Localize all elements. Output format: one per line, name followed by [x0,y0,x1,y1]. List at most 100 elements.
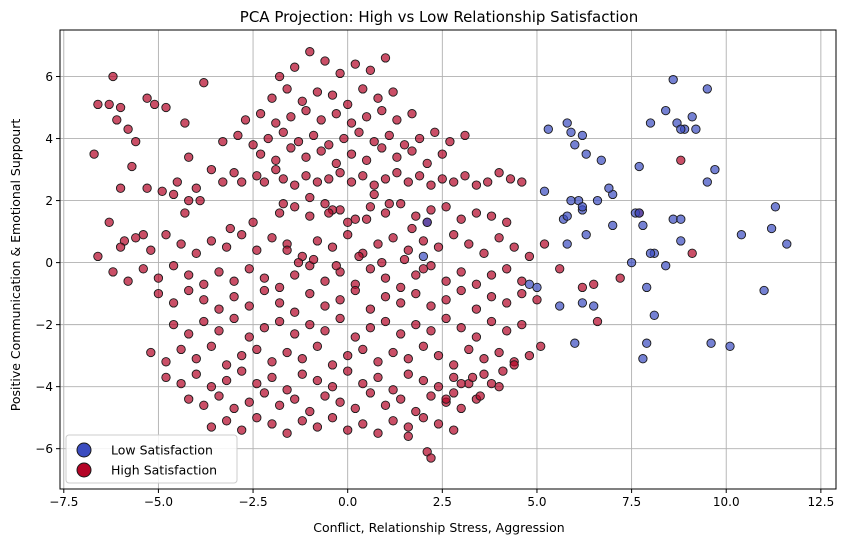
plot-area-frame [59,29,837,490]
data-point-high-satisfaction [365,323,376,333]
data-point-high-satisfaction [396,298,406,308]
data-point-high-satisfaction [365,65,376,75]
data-point-low-satisfaction [736,230,747,240]
data-point-high-satisfaction [445,136,455,147]
data-point-high-satisfaction [411,288,421,299]
data-point-high-satisfaction [456,285,466,296]
data-point-high-satisfaction [301,105,311,116]
data-point-high-satisfaction [206,382,217,392]
data-point-high-satisfaction [259,273,270,283]
data-point-high-satisfaction [229,292,239,302]
data-point-high-satisfaction [259,177,270,187]
data-point-high-satisfaction [437,174,447,184]
data-point-low-satisfaction [577,202,588,212]
data-point-high-satisfaction [331,109,341,119]
data-point-high-satisfaction [380,273,391,283]
data-point-high-satisfaction [157,186,167,196]
data-point-high-satisfaction [138,264,148,274]
data-point-high-satisfaction [320,326,330,336]
data-point-high-satisfaction [225,223,235,234]
data-point-high-satisfaction [426,205,436,215]
data-point-high-satisfaction [441,276,451,286]
data-point-low-satisfaction [770,202,781,212]
data-point-high-satisfaction [324,208,334,218]
data-point-high-satisfaction [418,236,429,246]
data-point-high-satisfaction [358,344,368,355]
data-point-high-satisfaction [350,403,360,414]
data-point-low-satisfaction [539,186,550,196]
data-point-high-satisfaction [138,230,148,240]
data-point-high-satisfaction [361,214,372,224]
data-point-high-satisfaction [449,177,459,187]
data-point-high-satisfaction [320,56,330,66]
data-point-high-satisfaction [479,248,489,258]
data-point-high-satisfaction [365,388,376,398]
data-point-low-satisfaction [687,112,697,122]
data-point-high-satisfaction [131,233,141,243]
data-point-high-satisfaction [437,149,447,159]
x-tick-label: 0.0 [338,495,357,509]
data-point-high-satisfaction [290,270,300,280]
data-point-high-satisfaction [199,78,209,88]
data-point-low-satisfaction [555,301,565,311]
data-point-high-satisfaction [354,251,364,262]
data-point-high-satisfaction [369,189,379,200]
data-point-high-satisfaction [229,403,239,414]
data-point-low-satisfaction [562,239,572,249]
data-point-high-satisfaction [396,199,406,209]
data-point-high-satisfaction [403,354,413,364]
data-point-high-satisfaction [373,357,383,367]
data-point-high-satisfaction [312,87,323,97]
x-tick-label: 10.0 [713,495,740,509]
data-point-high-satisfaction [331,158,341,169]
data-point-high-satisfaction [293,136,304,147]
data-point-high-satisfaction [498,366,508,376]
y-tick-label: 2 [45,194,53,208]
data-point-high-satisfaction [274,282,285,293]
data-point-high-satisfaction [308,254,319,265]
data-point-high-satisfaction [282,245,292,255]
data-point-high-satisfaction [380,292,391,302]
data-point-high-satisfaction [282,84,292,94]
data-point-high-satisfaction [89,149,99,159]
data-point-low-satisfaction [532,282,542,293]
data-point-high-satisfaction [509,360,519,370]
x-tick-label: −7.5 [49,495,78,509]
data-point-high-satisfaction [282,347,292,358]
data-point-high-satisfaction [93,251,103,262]
data-point-high-satisfaction [168,298,179,308]
data-point-high-satisfaction [259,388,270,398]
data-point-high-satisfaction [411,211,421,221]
data-point-high-satisfaction [369,136,379,147]
legend: Low Satisfaction High Satisfaction [65,434,238,484]
data-point-high-satisfaction [146,245,156,255]
data-point-high-satisfaction [358,378,368,389]
data-point-high-satisfaction [471,180,482,190]
data-point-high-satisfaction [426,301,436,311]
data-point-high-satisfaction [316,115,326,125]
data-point-high-satisfaction [252,378,262,389]
data-point-high-satisfaction [229,313,239,324]
data-point-high-satisfaction [486,378,497,389]
data-point-high-satisfaction [161,102,171,113]
data-point-high-satisfaction [142,93,152,103]
data-point-high-satisfaction [471,279,482,289]
data-point-high-satisfaction [131,136,141,147]
data-point-high-satisfaction [312,422,323,432]
data-point-high-satisfaction [475,391,485,401]
data-point-low-satisfaction [668,74,678,85]
data-point-high-satisfaction [312,177,323,187]
data-point-high-satisfaction [350,59,360,69]
data-point-low-satisfaction [676,236,686,246]
data-point-high-satisfaction [274,316,285,327]
data-point-high-satisfaction [305,406,315,417]
x-tick-label: −5.0 [144,495,173,509]
data-point-high-satisfaction [380,316,391,327]
data-point-low-satisfaction [524,279,535,289]
data-point-high-satisfaction [426,326,436,336]
data-point-high-satisfaction [403,177,413,187]
data-point-low-satisfaction [581,149,591,159]
data-point-high-satisfaction [365,304,376,314]
data-point-high-satisfaction [335,397,345,407]
data-point-high-satisfaction [248,217,258,227]
